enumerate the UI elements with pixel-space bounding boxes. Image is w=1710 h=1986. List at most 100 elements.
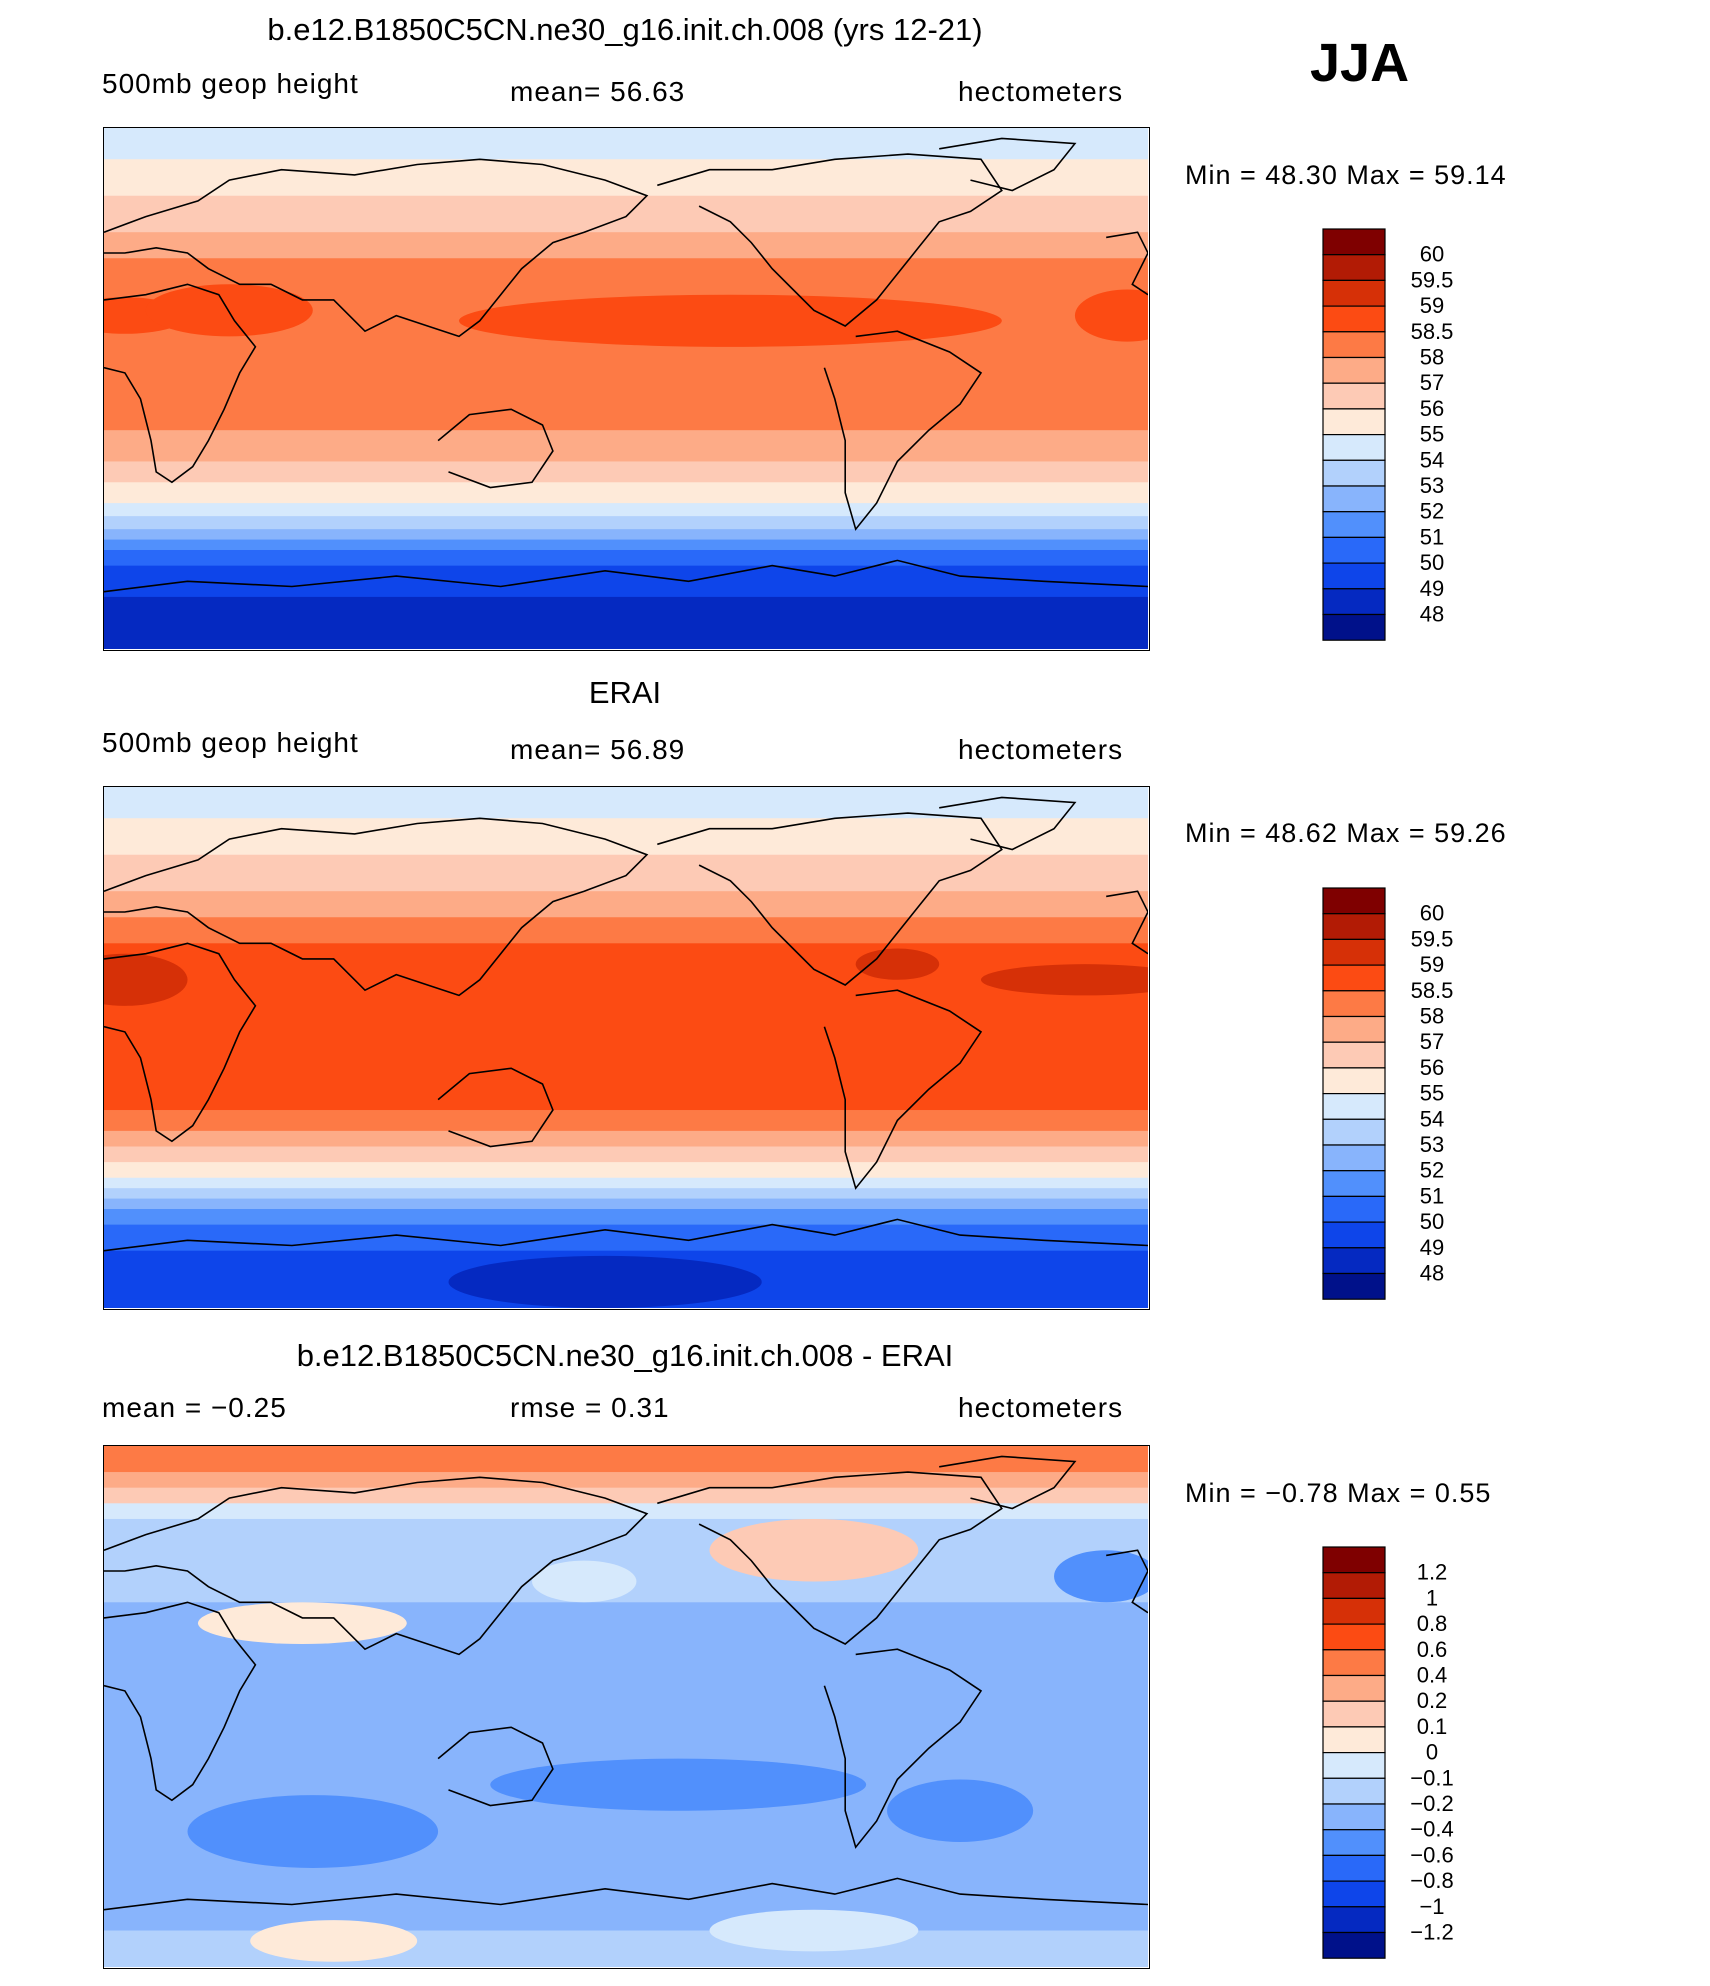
colorbar-swatch <box>1322 1700 1386 1728</box>
contour-region <box>855 948 940 980</box>
panel-2-variable-label: 500mb geop height <box>102 727 359 758</box>
colorbar-swatch <box>1322 1093 1386 1120</box>
colorbar-tick-label: −0.8 <box>1410 1868 1453 1893</box>
colorbar-tick-label: −0.4 <box>1410 1817 1453 1842</box>
colorbar-tick-label: 58.5 <box>1411 319 1454 344</box>
coastline-3 <box>657 153 1003 327</box>
colorbar-tick-label: 51 <box>1420 1183 1444 1208</box>
colorbar-swatch <box>1322 1777 1386 1805</box>
contour-band <box>104 195 1148 234</box>
colorbar-swatch <box>1322 1906 1386 1934</box>
contour-region <box>980 964 1148 996</box>
colorbar-tick-label: 58 <box>1420 1004 1444 1029</box>
contour-band <box>104 1177 1148 1190</box>
colorbar-tick-label: 50 <box>1420 550 1444 575</box>
colorbar-swatch <box>1322 1247 1386 1275</box>
contour-band <box>104 1209 1148 1226</box>
colorbar-tick-label: −0.6 <box>1410 1842 1453 1867</box>
coastline-4 <box>823 1648 983 1849</box>
colorbar-swatch <box>1322 1572 1386 1600</box>
colorbar-tick-label: 1.2 <box>1417 1560 1448 1585</box>
colorbar-swatch <box>1322 990 1386 1018</box>
contour-region <box>104 953 188 1006</box>
panel-2-map <box>103 786 1150 1310</box>
colorbar-tick-label: 55 <box>1420 1081 1444 1106</box>
panel-1-colorbar: 60 59.5 59 58.5 58 57 56 55 54 53 52 51 50 49 48 <box>1322 228 1482 648</box>
contour-region <box>1054 1550 1148 1603</box>
contour-band <box>104 1146 1148 1164</box>
panel-1-minmax: Min = 48.30 Max = 59.14 <box>1185 160 1507 190</box>
contour-band <box>104 943 1148 1112</box>
contour-region <box>448 1255 762 1308</box>
contour-band <box>104 565 1148 598</box>
contour-band <box>104 1472 1148 1489</box>
contour-band <box>104 1162 1148 1179</box>
colorbar-tick-label: 48 <box>1420 1261 1444 1286</box>
colorbar-tick-label: 52 <box>1420 499 1444 524</box>
contour-band <box>104 128 1148 161</box>
colorbar-swatch <box>1322 1931 1386 1959</box>
coastline-3 <box>657 1471 1003 1645</box>
colorbar-swatch <box>1322 1170 1386 1198</box>
contour-region <box>887 1779 1034 1842</box>
panel-1-map <box>103 127 1150 651</box>
contour-band <box>104 482 1148 505</box>
colorbar-tick-label: −0.2 <box>1410 1791 1453 1816</box>
contour-band <box>104 891 1148 919</box>
season-label: JJA <box>1310 33 1410 93</box>
colorbar-tick-label: 49 <box>1420 1235 1444 1260</box>
contour-region <box>532 1560 637 1603</box>
contour-band <box>104 1446 1148 1474</box>
colorbar-swatch <box>1322 1674 1386 1702</box>
contour-band <box>104 550 1148 567</box>
panel-3-rmse: rmse = 0.31 <box>510 1392 670 1423</box>
colorbar-tick-label: 51 <box>1420 524 1444 549</box>
colorbar-tick-label: 52 <box>1420 1158 1444 1183</box>
coastline-2 <box>437 408 554 489</box>
colorbar-swatch <box>1322 434 1386 461</box>
colorbar-tick-label: 48 <box>1420 602 1444 627</box>
panel-3-minmax: Min = −0.78 Max = 0.55 <box>1185 1478 1492 1508</box>
panel-3-map <box>103 1445 1150 1969</box>
coastlines <box>104 137 1148 593</box>
colorbar-swatch <box>1322 536 1386 564</box>
colorbar-tick-label: 59.5 <box>1411 267 1454 292</box>
colorbar-tick-label: 59 <box>1420 293 1444 318</box>
colorbar-swatch <box>1322 1272 1386 1300</box>
coastlines <box>104 1455 1148 1911</box>
colorbar-tick-label: −1 <box>1419 1894 1444 1919</box>
colorbar-swatch <box>1322 964 1386 992</box>
contour-region <box>1074 289 1148 342</box>
colorbar-swatch <box>1322 1015 1386 1043</box>
contour-band <box>104 1110 1148 1132</box>
colorbar-swatch <box>1322 1221 1386 1249</box>
colorbar-tick-label: 0.2 <box>1417 1688 1448 1713</box>
coastline-4 <box>823 989 983 1190</box>
colorbar-tick-label: 54 <box>1420 447 1444 472</box>
colorbar-tick-label: 56 <box>1420 1055 1444 1080</box>
contour-region <box>145 284 313 337</box>
coastlines <box>104 796 1148 1252</box>
colorbar-swatch <box>1322 562 1386 590</box>
colorbar-swatch <box>1322 1726 1386 1754</box>
panel-2-colorbar: 60 59.5 59 58.5 58 57 56 55 54 53 52 51 50 49 48 <box>1322 887 1482 1307</box>
colorbar-swatch <box>1322 1752 1386 1779</box>
colorbar-tick-label: 50 <box>1420 1209 1444 1234</box>
colorbar-tick-label: 53 <box>1420 473 1444 498</box>
colorbar-swatch <box>1322 511 1386 539</box>
colorbar-tick-label: 53 <box>1420 1132 1444 1157</box>
colorbar-tick-label: 0.8 <box>1417 1611 1448 1636</box>
contour-region <box>250 1920 418 1962</box>
colorbar-swatch <box>1322 1195 1386 1223</box>
coastline-7 <box>1106 890 1148 955</box>
contour-band <box>104 818 1148 856</box>
colorbar-tick-label: 57 <box>1420 1029 1444 1054</box>
panel-3-colorbar: 1.2 1 0.8 0.6 0.4 0.2 0.1 0 −0.1 −0.2 −0.4 −0.6 −0.8… <box>1322 1546 1482 1966</box>
coastline-5 <box>939 137 1077 192</box>
colorbar-swatch <box>1322 613 1386 641</box>
colorbar-tick-label: 59.5 <box>1411 926 1454 951</box>
contour-band <box>104 917 1148 945</box>
contour-band <box>104 503 1148 518</box>
panel-2-title: ERAI <box>588 675 662 710</box>
colorbar-tick-label: 60 <box>1420 242 1444 267</box>
